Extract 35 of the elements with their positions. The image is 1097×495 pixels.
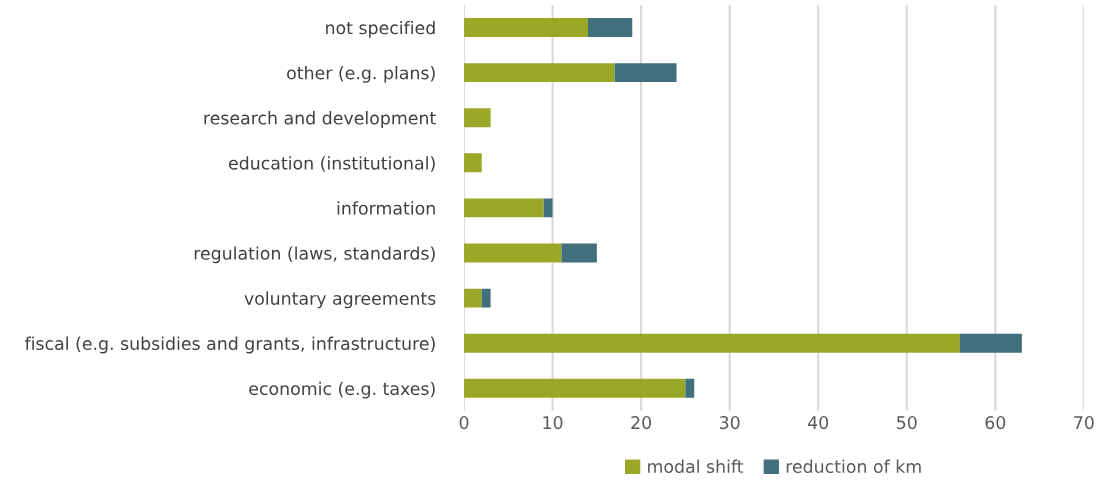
bar <box>464 198 544 218</box>
bar <box>614 63 677 83</box>
y-tick-label: other (e.g. plans) <box>287 66 435 83</box>
x-tick-label: 30 <box>719 416 740 430</box>
bar <box>464 333 960 353</box>
bar <box>481 288 491 308</box>
bar <box>959 333 1022 353</box>
x-tick-label: 60 <box>985 416 1006 430</box>
y-tick-label: fiscal (e.g. subsidies and grants, infrastructure) <box>24 336 435 354</box>
bar <box>464 18 588 37</box>
y-tick-label: not specified <box>326 20 435 38</box>
x-tick-label: 50 <box>897 416 917 430</box>
x-tick-label: 0 <box>459 416 469 430</box>
bar <box>464 243 562 263</box>
legend-label: reduction of km <box>786 459 921 474</box>
x-tick-label: 10 <box>543 416 563 430</box>
legend-label: modal shift <box>648 459 744 474</box>
y-tick-label: voluntary agreements <box>244 291 436 309</box>
bar <box>685 378 695 398</box>
y-tick-label: research and development <box>204 111 436 128</box>
bar <box>464 378 686 398</box>
bar <box>543 198 553 218</box>
bar <box>587 18 633 37</box>
bar <box>464 288 482 308</box>
bar <box>464 153 482 173</box>
y-tick-label: regulation (laws, standards) <box>194 246 435 264</box>
y-tick-label: information <box>337 201 435 215</box>
y-tick-label: economic (e.g. taxes) <box>249 381 435 399</box>
bar <box>464 108 491 128</box>
x-tick-label: 20 <box>631 416 652 430</box>
x-tick-label: 70 <box>1074 416 1094 430</box>
x-tick-label: 40 <box>808 416 829 430</box>
y-tick-label: education (institutional) <box>228 156 435 172</box>
bar <box>464 63 615 83</box>
bar <box>561 243 597 263</box>
